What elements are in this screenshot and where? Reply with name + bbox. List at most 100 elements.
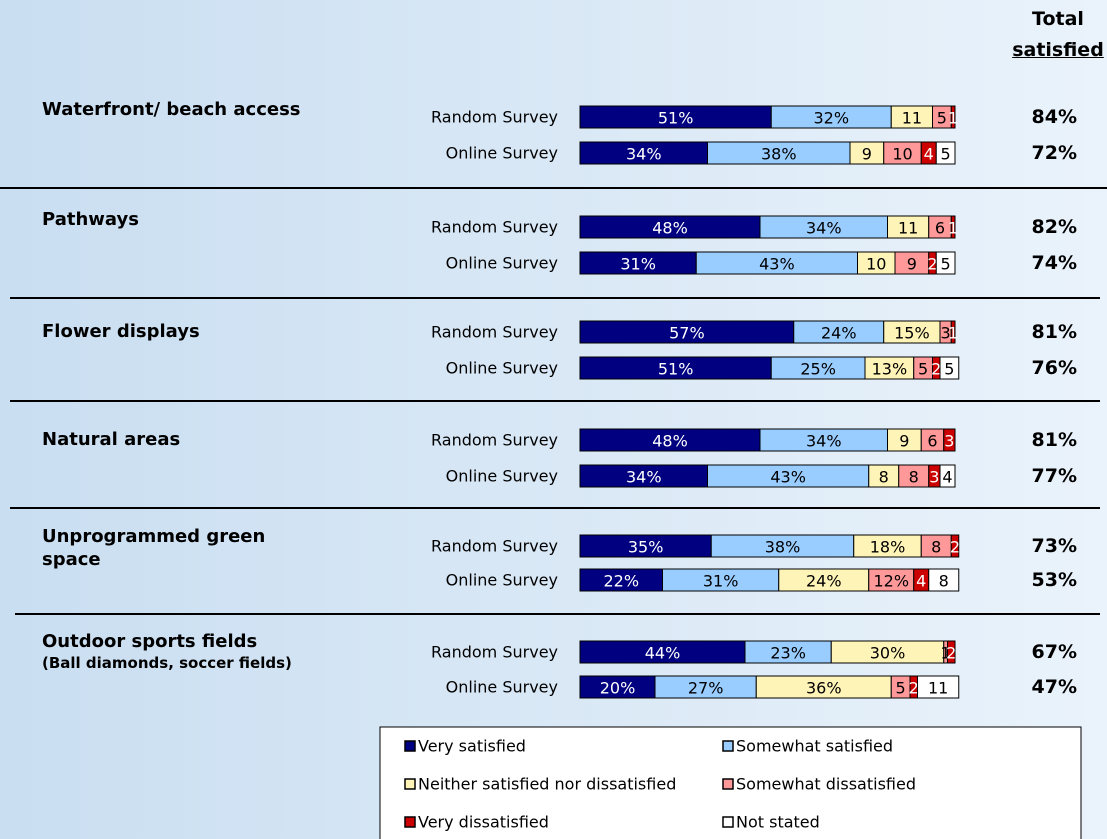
legend-swatch: [722, 740, 734, 752]
group-note: (Ball diamonds, soccer fields): [42, 654, 292, 672]
bar-label: 5: [944, 360, 954, 379]
bar-label: 9: [907, 255, 917, 274]
row-label: Online Survey: [446, 254, 558, 273]
total-value: 77%: [1032, 465, 1077, 487]
bar-label: 1: [941, 644, 951, 663]
bar-label: 12%: [873, 572, 909, 591]
bar-segment: [943, 428, 956, 452]
bar-segment: [917, 675, 960, 699]
row-label: Random Survey: [431, 218, 558, 237]
legend-label: Somewhat dissatisfied: [736, 775, 916, 794]
bar-label: 13%: [872, 360, 908, 379]
bar-segment: [928, 568, 960, 592]
bar-label: 38%: [765, 538, 801, 557]
legend-swatch: [722, 778, 734, 790]
bar-label: 31%: [620, 255, 656, 274]
row-label: Random Survey: [431, 537, 558, 556]
bar-segment: [950, 215, 956, 239]
bar-label: 38%: [761, 145, 797, 164]
group-label: Outdoor sports fields (Ball diamonds, soc…: [42, 630, 302, 674]
group-name: Unprogrammed green space: [42, 526, 266, 570]
bar-label: 51%: [658, 109, 694, 128]
bar-label: 22%: [603, 572, 639, 591]
bar-label: 9: [899, 432, 909, 451]
total-value: 53%: [1032, 569, 1077, 591]
group-label: Waterfront/ beach access: [42, 98, 302, 121]
bar-label: 30%: [870, 644, 906, 663]
group-name: Pathways: [42, 209, 139, 230]
total-value: 73%: [1032, 535, 1077, 557]
group-label: Unprogrammed green space: [42, 525, 302, 571]
bar-label: 1: [948, 324, 958, 343]
totals-header: satisfied: [1012, 39, 1104, 61]
total-value: 47%: [1032, 676, 1077, 698]
bar-label: 9: [862, 145, 872, 164]
row-label: Online Survey: [446, 571, 558, 590]
bar-label: 43%: [759, 255, 795, 274]
bar-label: 24%: [821, 324, 857, 343]
bar-label: 6: [927, 432, 937, 451]
bar-label: 24%: [806, 572, 842, 591]
row-label: Random Survey: [431, 431, 558, 450]
totals-header: Total: [1032, 8, 1084, 30]
bar-label: 3: [941, 324, 951, 343]
group-label: Natural areas: [42, 428, 302, 451]
bar-label: 27%: [688, 679, 724, 698]
group-label: Pathways: [42, 208, 302, 231]
bar-label: 5: [896, 679, 906, 698]
bar-label: 48%: [652, 219, 688, 238]
group-name: Flower displays: [42, 321, 200, 342]
legend-label: Very dissatisfied: [418, 813, 549, 832]
bar-label: 3: [944, 432, 954, 451]
group-label: Flower displays: [42, 320, 302, 343]
row-label: Online Survey: [446, 678, 558, 697]
bar-label: 11: [898, 219, 918, 238]
bar-label: 32%: [813, 109, 849, 128]
bar-label: 1: [948, 219, 958, 238]
row-label: Random Survey: [431, 108, 558, 127]
bar-label: 5: [941, 145, 951, 164]
bar-label: 34%: [806, 432, 842, 451]
total-value: 72%: [1032, 142, 1077, 164]
bar-label: 31%: [703, 572, 739, 591]
bar-label: 36%: [806, 679, 842, 698]
bar-label: 4: [942, 468, 952, 487]
bar-segment: [939, 464, 956, 488]
row-label: Online Survey: [446, 144, 558, 163]
group-name: Waterfront/ beach access: [42, 99, 301, 120]
bar-label: 57%: [669, 324, 705, 343]
bar-label: 4: [916, 572, 926, 591]
bar-label: 8: [939, 572, 949, 591]
bar-label: 5: [918, 360, 928, 379]
legend-swatch: [404, 740, 416, 752]
bar-label: 8: [879, 468, 889, 487]
bar-label: 23%: [770, 644, 806, 663]
bar-segment: [935, 141, 956, 165]
bar-label: 34%: [626, 468, 662, 487]
bar-label: 10: [892, 145, 912, 164]
bar-label: 10: [866, 255, 886, 274]
bar-label: 2: [927, 255, 937, 274]
bar-label: 34%: [626, 145, 662, 164]
row-label: Random Survey: [431, 323, 558, 342]
legend-swatch: [404, 778, 416, 790]
bar-segment: [950, 320, 956, 344]
legend-label: Neither satisfied nor dissatisfied: [418, 775, 676, 794]
bar-label: 44%: [645, 644, 681, 663]
group-name: Outdoor sports fields: [42, 631, 258, 652]
total-value: 76%: [1032, 357, 1077, 379]
bar-label: 15%: [894, 324, 930, 343]
bar-label: 20%: [600, 679, 636, 698]
bar-label: 25%: [800, 360, 836, 379]
bar-label: 2: [909, 679, 919, 698]
legend-label: Somewhat satisfied: [736, 737, 893, 756]
bar-label: 2: [931, 360, 941, 379]
legend-swatch: [404, 816, 416, 828]
bar-label: 11: [902, 109, 922, 128]
bar-label: 8: [909, 468, 919, 487]
bar-segment: [950, 534, 960, 558]
bar-label: 18%: [870, 538, 906, 557]
bar-label: 48%: [652, 432, 688, 451]
